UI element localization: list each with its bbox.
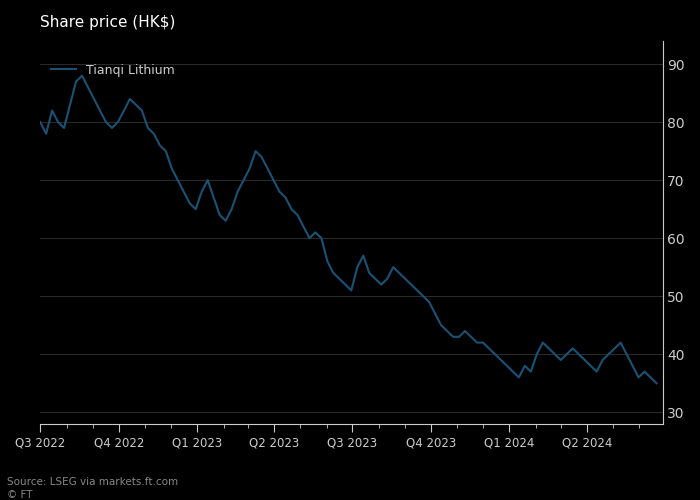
Text: © FT: © FT [7, 490, 32, 500]
Text: Share price (HK$): Share price (HK$) [40, 15, 176, 30]
Line: Tianqi Lithium: Tianqi Lithium [40, 76, 657, 383]
Text: Source: LSEG via markets.ft.com: Source: LSEG via markets.ft.com [7, 477, 178, 487]
Legend: Tianqi Lithium: Tianqi Lithium [46, 58, 180, 82]
